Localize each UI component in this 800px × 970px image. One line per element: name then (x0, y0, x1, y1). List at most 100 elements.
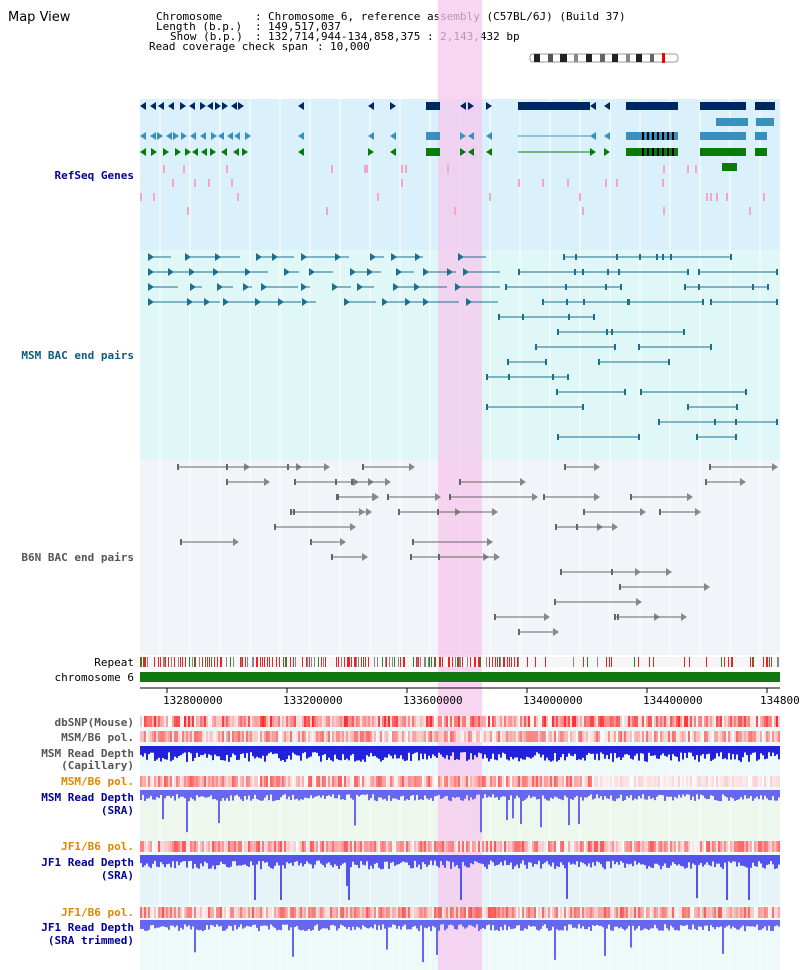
heat-cell (634, 731, 636, 742)
depth-bar (504, 746, 506, 754)
depth-bar (520, 920, 522, 931)
track-label-refseq[interactable]: RefSeq Genes (54, 169, 134, 182)
depth-bar (718, 920, 720, 928)
heat-cell (304, 907, 306, 918)
repeat-mark (202, 657, 203, 667)
heat-cell (572, 731, 574, 742)
depth-bar (424, 790, 426, 796)
gene-arrow (148, 253, 154, 261)
repeat-mark (205, 657, 206, 667)
heat-cell (366, 776, 368, 787)
heat-cell (316, 716, 318, 727)
heat-cell (778, 731, 780, 742)
heat-cell (576, 841, 578, 852)
heat-cell (352, 731, 354, 742)
bac-end (518, 269, 520, 275)
bac-end (293, 509, 295, 515)
depth-bar (418, 855, 420, 865)
heat-cell (548, 907, 550, 918)
heat-cell (604, 907, 606, 918)
depth-bar (216, 855, 218, 866)
heat-cell (568, 731, 570, 742)
track-label-msm-bac[interactable]: MSM BAC end pairs (21, 349, 134, 362)
heat-cell (552, 776, 554, 787)
heat-cell (750, 716, 752, 727)
gene-arrow (390, 132, 396, 140)
depth-bar (612, 855, 614, 861)
heat-cell (556, 776, 558, 787)
heat-cell (234, 776, 236, 787)
depth-bar (586, 855, 588, 867)
repeat-mark (309, 657, 310, 667)
heat-cell (600, 841, 602, 852)
heat-cell (664, 776, 666, 787)
depth-bar (472, 790, 474, 800)
depth-bar (166, 855, 168, 865)
heat-cell (160, 907, 162, 918)
depth-bar (314, 790, 316, 797)
heat-cell (468, 841, 470, 852)
heat-cell (756, 731, 758, 742)
exon (642, 132, 644, 140)
bac-end (542, 299, 544, 305)
depth-bar (752, 790, 754, 801)
depth-bar (746, 790, 748, 799)
heat-cell (292, 716, 294, 727)
depth-bar (694, 920, 696, 929)
repeat-mark (486, 657, 487, 667)
depth-bar (756, 920, 758, 925)
bac-end (331, 554, 333, 560)
heat-cell (598, 776, 600, 787)
heat-cell (336, 841, 338, 852)
heat-cell (670, 776, 672, 787)
depth-bar (178, 746, 180, 757)
heat-cell (146, 841, 148, 852)
depth-bar (342, 920, 344, 926)
heat-cell (462, 776, 464, 787)
heat-cell (570, 731, 572, 742)
depth-bar (418, 746, 420, 761)
track-label-b6n-bac[interactable]: B6N BAC end pairs (21, 551, 134, 564)
depth-bar (682, 855, 684, 867)
gene-arrow (231, 102, 237, 110)
heat-cell (422, 841, 424, 852)
depth-bar (738, 746, 740, 761)
heat-cell (646, 776, 648, 787)
heat-cell (366, 731, 368, 742)
depth-bar (590, 855, 592, 868)
heat-cell (436, 776, 438, 787)
heat-cell (182, 841, 184, 852)
heat-cell (278, 776, 280, 787)
chromosome-ideogram[interactable] (528, 52, 683, 64)
depth-bar (778, 920, 780, 927)
heat-cell (616, 841, 618, 852)
depth-bar (454, 746, 456, 761)
heat-cell (386, 841, 388, 852)
depth-bar (606, 920, 608, 929)
depth-bar (290, 855, 292, 863)
heat-cell (628, 907, 630, 918)
depth-bar (296, 790, 298, 799)
depth-bar (248, 855, 250, 867)
depth-bar (292, 790, 294, 795)
depth-bar (696, 790, 698, 795)
repeat-mark (777, 657, 778, 667)
heat-cell (666, 731, 668, 742)
depth-bar (156, 920, 158, 928)
depth-bar (410, 855, 412, 869)
repeat-mark (778, 657, 779, 667)
depth-bar (176, 855, 178, 862)
depth-bar (332, 746, 334, 762)
repeat-mark (293, 657, 294, 667)
depth-bar (530, 790, 532, 799)
depth-bar (480, 855, 482, 864)
depth-bar (362, 746, 364, 760)
heat-cell (422, 776, 424, 787)
heat-cell (508, 907, 510, 918)
depth-bar (476, 855, 478, 862)
depth-bar (316, 746, 318, 753)
track-label-dbsnp: dbSNP(Mouse) (54, 716, 134, 729)
depth-bar (252, 746, 254, 757)
depth-bar (436, 920, 438, 955)
